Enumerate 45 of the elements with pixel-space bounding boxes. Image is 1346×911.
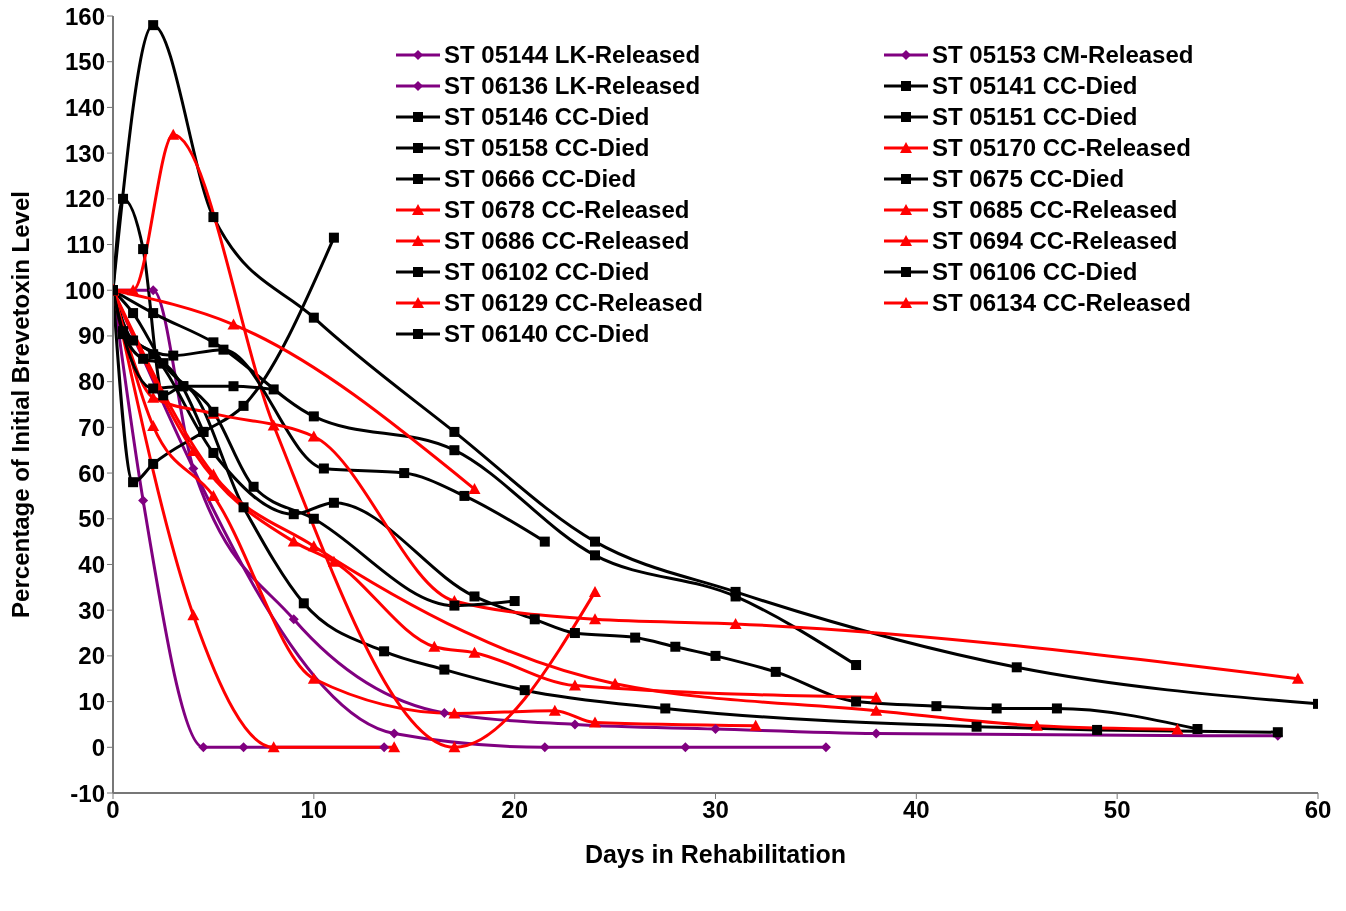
y-tick-label: 80 <box>78 368 105 396</box>
y-tick-label: 30 <box>78 596 105 624</box>
y-axis-title: Percentage of Initial Brevetoxin Level <box>6 191 34 618</box>
x-tick-label: 60 <box>1304 796 1332 824</box>
legend-label: ST 06102 CC-Died <box>444 258 650 286</box>
legend-label: ST 06136 LK-Released <box>444 72 701 100</box>
legend-label: ST 05151 CC-Died <box>932 103 1138 131</box>
y-tick-label: 140 <box>64 93 105 121</box>
y-tick-label: 20 <box>78 642 105 670</box>
y-tick-label: 160 <box>64 2 105 30</box>
y-tick-label: 70 <box>78 413 105 441</box>
legend-label: ST 06106 CC-Died <box>932 258 1138 286</box>
legend-label: ST 0685 CC-Released <box>932 196 1178 224</box>
legend-label: ST 0675 CC-Died <box>932 165 1125 193</box>
legend-label: ST 05141 CC-Died <box>932 72 1138 100</box>
x-tick-label: 10 <box>300 796 328 824</box>
y-tick-label: 10 <box>78 688 105 716</box>
x-tick-label: 50 <box>1103 796 1131 824</box>
legend-label: ST 0686 CC-Released <box>444 227 690 255</box>
y-tick-label: 150 <box>64 48 105 76</box>
legend-label: ST 05153 CM-Released <box>932 41 1194 69</box>
y-tick-label: 90 <box>78 322 105 350</box>
y-tick-label: 110 <box>66 231 105 259</box>
x-tick-label: 20 <box>501 796 529 824</box>
legend-label: ST 05144 LK-Released <box>444 41 701 69</box>
y-tick-label: 130 <box>64 139 105 167</box>
legend-label: ST 0666 CC-Died <box>444 165 637 193</box>
y-tick-label: -10 <box>70 779 105 807</box>
legend-label: ST 0694 CC-Released <box>932 227 1178 255</box>
y-tick-label: 120 <box>64 185 105 213</box>
x-axis-title: Days in Rehabilitation <box>584 840 847 868</box>
y-tick-label: 50 <box>78 505 105 533</box>
legend-label: ST 05170 CC-Released <box>932 134 1191 162</box>
y-tick-label: 0 <box>91 733 105 761</box>
legend-label: ST 06140 CC-Died <box>444 320 650 348</box>
legend-label: ST 0678 CC-Released <box>444 196 690 224</box>
legend-label: ST 06129 CC-Released <box>444 289 703 317</box>
y-tick-label: 60 <box>78 459 105 487</box>
y-tick-label: 40 <box>78 550 105 578</box>
x-tick-label: 40 <box>902 796 930 824</box>
legend-label: ST 06134 CC-Released <box>932 289 1191 317</box>
legend-label: ST 05146 CC-Died <box>444 103 650 131</box>
x-tick-label: 30 <box>702 796 729 824</box>
legend-label: ST 05158 CC-Died <box>444 134 650 162</box>
y-tick-label: 100 <box>64 276 105 304</box>
